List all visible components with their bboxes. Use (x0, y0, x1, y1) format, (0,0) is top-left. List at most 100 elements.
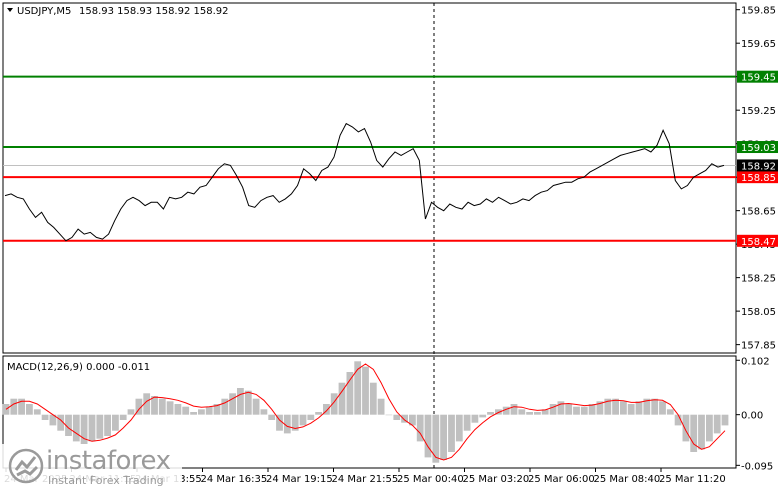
macd-histogram-bar (690, 414, 698, 452)
price-tick-label: 159.85 (741, 6, 776, 17)
macd-histogram-bar (580, 406, 588, 415)
macd-histogram-bar (96, 414, 104, 439)
macd-tick-label: 0.00 (741, 411, 763, 422)
macd-histogram-bar (229, 393, 236, 415)
macd-histogram-bar (2, 404, 10, 415)
macd-histogram-bar (135, 398, 143, 415)
macd-histogram-bar (557, 401, 565, 415)
macd-histogram-bar (479, 414, 487, 418)
macd-histogram-bar (41, 414, 49, 420)
macd-tick-label: 0.102 (741, 356, 770, 367)
macd-histogram-bar (565, 404, 573, 415)
level-label: 158.85 (741, 173, 776, 184)
macd-histogram-bar (276, 414, 283, 431)
macd-histogram-bar (88, 414, 96, 442)
brand-logo: instaforex Instant Forex Trading (0, 444, 182, 489)
macd-histogram-bar (252, 398, 260, 415)
macd-histogram-bar (33, 409, 41, 415)
brand-tagline: Instant Forex Trading (48, 474, 164, 487)
macd-histogram-bar (10, 398, 18, 415)
level-tag (737, 70, 778, 83)
macd-histogram-bar (455, 414, 463, 442)
macd-histogram-bar (518, 409, 526, 415)
macd-histogram-bar (205, 406, 213, 415)
macd-histogram-bar (143, 393, 151, 415)
macd-histogram-bar (416, 414, 424, 442)
macd-histogram-bar (346, 372, 354, 415)
macd-histogram-bar (166, 401, 174, 415)
current-price-label: 158.92 (741, 161, 776, 172)
macd-histogram-bar (119, 414, 127, 420)
macd-histogram-bar (330, 393, 338, 415)
symbol-dropdown-icon (7, 8, 13, 12)
macd-histogram-bar (65, 414, 72, 436)
macd-histogram-bar (424, 414, 432, 458)
macd-histogram-bar (323, 404, 330, 415)
level-tag (737, 141, 778, 154)
macd-histogram-bar (49, 414, 57, 426)
macd-histogram-bar (80, 414, 88, 444)
macd-histogram-bar (158, 398, 166, 415)
macd-histogram-bar (487, 412, 494, 415)
macd-histogram-bar (104, 414, 111, 436)
macd-histogram-bar (502, 406, 510, 415)
macd-histogram-bar (674, 414, 682, 426)
time-tick-label: 25 Mar 11:20 (659, 474, 726, 485)
macd-histogram-bar (463, 414, 471, 431)
macd-histogram-bar (174, 404, 182, 415)
time-tick-label: 25 Mar 03:20 (463, 474, 530, 485)
macd-histogram-bar (283, 414, 291, 434)
macd-histogram-bar (471, 414, 479, 423)
macd-histogram-bar (198, 409, 205, 415)
macd-histogram-bar (448, 414, 455, 452)
macd-histogram-bar (385, 414, 393, 416)
price-tick-label: 159.25 (741, 106, 776, 117)
macd-histogram-bar (409, 414, 416, 426)
macd-label: MACD(12,26,9) 0.000 -0.011 (7, 362, 150, 373)
macd-histogram-bar (432, 414, 440, 463)
price-tick-label: 158.65 (741, 207, 776, 218)
macd-histogram-bar (588, 404, 596, 415)
macd-histogram-bar (440, 414, 447, 460)
price-series-line (4, 122, 725, 242)
macd-histogram-bar (620, 401, 627, 415)
macd-histogram-bar (182, 406, 190, 415)
macd-histogram-bar (659, 401, 666, 415)
macd-histogram-bar (244, 390, 252, 415)
time-tick-label: 24 Mar 21:55 (332, 474, 399, 485)
macd-histogram-bar (706, 414, 713, 442)
instaforex-logo-icon (8, 448, 44, 484)
macd-histogram-bar (549, 404, 557, 415)
time-tick-label: 25 Mar 08:40 (594, 474, 661, 485)
level-tag (737, 234, 778, 247)
macd-histogram-bar (596, 401, 604, 415)
macd-histogram-bar (26, 404, 33, 415)
level-label: 159.45 (741, 73, 776, 84)
macd-histogram-bar (393, 414, 401, 420)
macd-histogram-bar (643, 398, 651, 415)
price-tick-label: 158.05 (741, 307, 776, 318)
ohlc-values: 158.93 158.93 158.92 158.92 (79, 6, 229, 17)
macd-histogram-bar (627, 404, 635, 415)
macd-histogram-bar (495, 409, 502, 415)
macd-histogram-bar (666, 409, 674, 415)
macd-histogram-bar (377, 398, 385, 415)
macd-histogram-bar (573, 406, 580, 415)
current-price-tag (737, 159, 778, 172)
price-tick-label: 158.25 (741, 274, 776, 285)
time-tick-label: 25 Mar 06:00 (528, 474, 595, 485)
macd-histogram-bar (354, 361, 362, 415)
macd-histogram-bar (526, 412, 533, 415)
macd-histogram-bar (221, 398, 229, 415)
macd-signal-line (5, 363, 726, 461)
macd-histogram-bar (127, 409, 135, 415)
macd-histogram-bar (72, 414, 80, 442)
macd-histogram-bar (112, 414, 119, 431)
macd-histogram-bar (237, 388, 244, 415)
macd-histogram-bar (338, 382, 346, 415)
macd-histogram-bar (315, 412, 322, 415)
macd-histogram-bar (369, 382, 377, 415)
